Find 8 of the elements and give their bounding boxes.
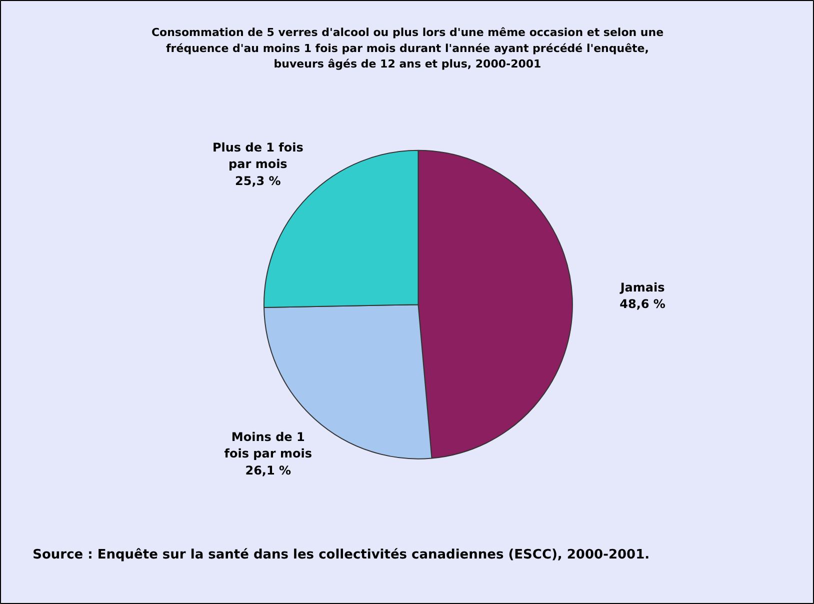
data-label: 25,3 %: [235, 174, 281, 188]
chart-title: Consommation de 5 verres d'alcool ou plus lors d'une même occasion et selon une fréquence d'au moins 1 fois par mois durant l'année ayant précédé l'enquête, buveurs âgés de 12 ans et plus, 2000-2001: [151, 26, 664, 70]
data-label: 26,1 %: [245, 464, 292, 478]
slice-label: Moins de 1 fois par mois: [224, 430, 312, 461]
slice-label: Jamais: [619, 280, 665, 294]
data-label: 48,6 %: [620, 297, 666, 312]
source-note: Source : Enquête sur la santé dans les collectivités canadiennes (ESCC), 2000-2001.: [32, 548, 650, 563]
slice-label: Plus de 1 fois par mois: [212, 140, 304, 172]
